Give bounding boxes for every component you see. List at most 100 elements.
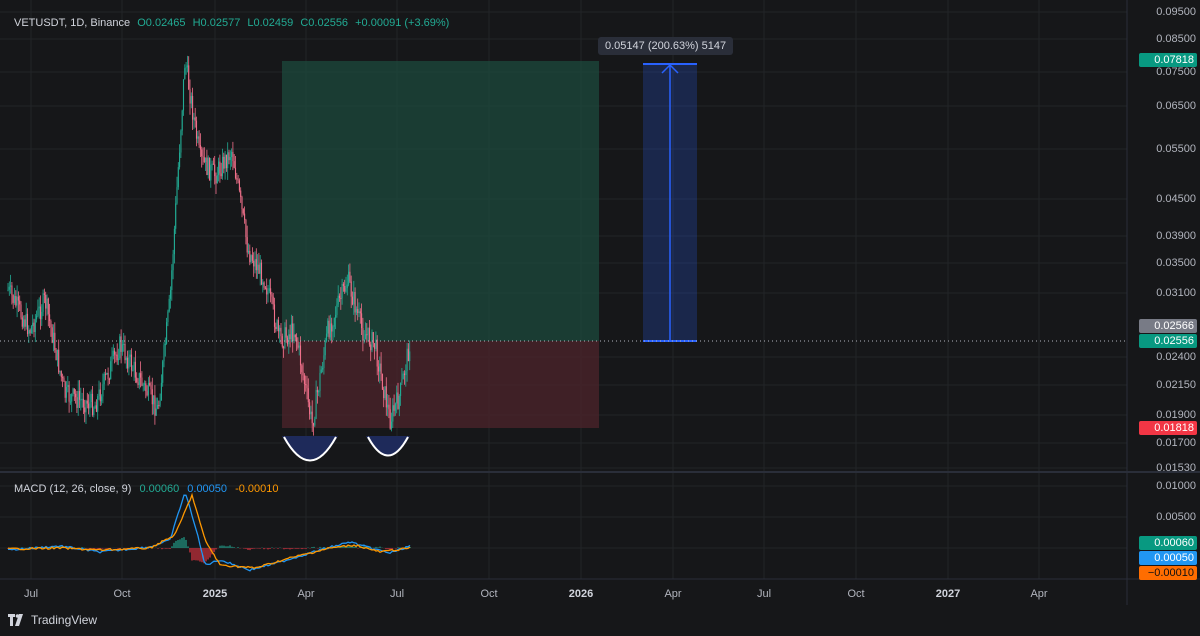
macd-histogram-bar [167, 548, 169, 549]
candle-body [358, 311, 360, 314]
time-label: Apr [297, 588, 315, 600]
candle-body [354, 291, 356, 313]
candle-body [403, 373, 406, 376]
loss-zone[interactable] [282, 341, 599, 428]
candle-body [388, 404, 390, 410]
candle-body [55, 350, 57, 360]
candle-body [407, 348, 409, 362]
candle-body [175, 203, 177, 229]
macd-title[interactable]: MACD (12, 26, close, 9) [14, 483, 132, 495]
candle-body [82, 398, 84, 408]
candle-body [353, 291, 355, 305]
candle-body [328, 320, 330, 338]
macd-histogram-bar [59, 546, 61, 548]
candle-body [228, 152, 230, 161]
candle-body [186, 65, 188, 68]
macd-histogram-bar [183, 537, 185, 548]
candle-body [359, 311, 361, 314]
macd-histogram-bar [157, 548, 159, 549]
candle-body [216, 175, 218, 184]
candle-body [401, 379, 403, 384]
macd-histogram-bar [297, 548, 299, 549]
macd-histogram-bar [207, 548, 209, 560]
candle-body [227, 152, 229, 169]
macd-histogram-bar [385, 548, 387, 550]
candle-body [24, 319, 26, 327]
macd-histogram-bar [161, 548, 163, 550]
candle-body [80, 399, 82, 401]
macd-histogram-bar [397, 547, 399, 548]
candle-body [255, 259, 257, 271]
last-price-badge: 0.02566 [1139, 319, 1197, 333]
candle-body [377, 366, 380, 372]
candle-body [372, 332, 374, 344]
candle-body [368, 327, 370, 345]
candle-body [19, 300, 21, 305]
macd-histogram-bar [191, 548, 193, 561]
candle-body [16, 296, 18, 306]
candle-body [155, 408, 157, 416]
macd-histogram-bar [187, 546, 189, 548]
macd-histogram-bar [237, 547, 239, 548]
candle-body [276, 320, 278, 329]
candle-body [283, 346, 285, 348]
candle-body [171, 270, 173, 291]
candle-body [232, 151, 234, 162]
candle-body [324, 340, 326, 356]
candle-body [340, 297, 342, 299]
candle-body [392, 405, 394, 422]
price-label: 0.01530 [1156, 462, 1196, 474]
candle-body [363, 339, 365, 341]
candle-body [156, 404, 159, 409]
candle-body [60, 371, 62, 378]
macd-histogram-bar [199, 548, 201, 562]
candle-body [225, 154, 227, 169]
candle-body [263, 282, 265, 288]
macd-histogram-bar [181, 537, 183, 548]
macd-histogram-bar [229, 545, 231, 548]
candle-body [64, 381, 66, 398]
macd-histogram-bar [53, 546, 55, 548]
macd-histogram-bar [195, 548, 197, 561]
candle-body [133, 361, 135, 370]
candle-body [396, 392, 398, 404]
candle-body [73, 388, 75, 394]
candle-body [32, 322, 34, 327]
candle-body [99, 389, 101, 402]
candle-body [366, 334, 368, 336]
macd-histogram-bar [189, 548, 191, 553]
candle-body [362, 328, 364, 341]
time-label-year: 2027 [935, 588, 961, 600]
candle-body [294, 334, 296, 338]
macd-histogram-bar [363, 546, 365, 548]
profit-zone[interactable] [282, 61, 599, 341]
symbol-title[interactable]: VETUSDT, 1D, Binance [14, 17, 131, 29]
candle-body [123, 343, 125, 345]
signal-value: 0.00050 [187, 483, 228, 495]
candle-body [292, 323, 294, 341]
macd-histogram-bar [231, 546, 233, 548]
candle-body [190, 96, 192, 104]
macd-series [7, 492, 411, 572]
price-label: 0.07500 [1156, 66, 1196, 78]
candle-body [409, 351, 411, 362]
candle-body [310, 411, 312, 415]
macd-histogram-bar [193, 548, 195, 561]
candle-body [298, 345, 300, 348]
candle-body [143, 383, 146, 385]
candle-body [346, 284, 348, 289]
tradingview-logo[interactable]: TradingView [8, 613, 97, 627]
candle-body [387, 404, 389, 408]
time-label: Jul [756, 588, 772, 600]
candle-body [28, 330, 30, 334]
price-label: 0.02150 [1156, 379, 1196, 391]
candle-body [91, 393, 94, 415]
candle-body [302, 372, 304, 376]
macd-histogram-bar [221, 545, 223, 548]
macd-value: 0.00060 [139, 483, 180, 495]
candle-body [357, 309, 359, 314]
signal-line [7, 492, 411, 570]
double-bottom-arc-2-outline [367, 436, 409, 457]
candle-body [15, 295, 17, 306]
